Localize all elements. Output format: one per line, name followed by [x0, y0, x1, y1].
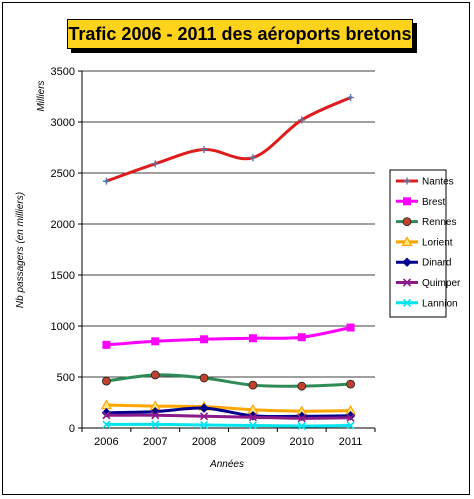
series-line [104, 373, 353, 388]
series-quimper [102, 411, 355, 423]
x-tick-label: 2011 [339, 436, 363, 448]
legend-label: Rennes [422, 217, 456, 228]
data-point [200, 146, 208, 154]
data-point [151, 160, 159, 168]
data-point [151, 420, 160, 429]
y-tick-label: 0 [69, 423, 75, 435]
data-point [102, 340, 111, 349]
y-tick-label: 3500 [51, 66, 75, 78]
data-point [199, 373, 209, 383]
data-point [200, 412, 209, 421]
data-point [102, 376, 111, 386]
legend-label: Lannion [422, 298, 458, 309]
series-lannion [102, 420, 355, 431]
y-tick-label: 2500 [51, 168, 75, 180]
series-rennes [102, 370, 355, 391]
data-point [248, 334, 257, 343]
data-point [151, 337, 160, 346]
legend-marker [402, 217, 412, 227]
legend-marker [401, 236, 413, 246]
y-unit-label: Milliers [36, 80, 47, 111]
data-point [102, 177, 110, 185]
legend-entry: Quimper [396, 278, 461, 289]
data-point [248, 380, 258, 390]
axes: 0 500 1000 1500 2000 2500 3000 3500 2006 2007 2008… [51, 66, 376, 448]
legend-box [389, 169, 447, 318]
series-line [104, 413, 353, 420]
series-brest [102, 323, 355, 349]
data-point [297, 381, 307, 391]
data-point [297, 421, 306, 431]
data-point [297, 414, 306, 423]
legend-entry: Nantes [396, 177, 454, 188]
data-point [347, 94, 355, 102]
legend-marker [403, 177, 411, 185]
series-line [104, 96, 353, 183]
x-axis-title: Années [209, 459, 244, 470]
x-tick-label: 2007 [143, 436, 167, 448]
data-point [200, 335, 209, 344]
grid-lines [82, 70, 375, 378]
legend-label: Dinard [422, 258, 451, 269]
y-tick-label: 500 [57, 372, 75, 384]
data-point [248, 413, 257, 422]
data-point [200, 420, 209, 430]
data-point [102, 420, 111, 429]
data-point [346, 421, 355, 430]
legend-label: Quimper [422, 278, 461, 289]
legend: Nantes Brest Rennes Lorient Dinard Quimper Lan… [389, 169, 461, 318]
legend-marker [403, 197, 411, 206]
data-point [150, 370, 160, 380]
legend-entry: Rennes [396, 217, 456, 228]
x-tick-label: 2010 [290, 436, 314, 448]
data-point [151, 411, 160, 420]
legend-entry: Dinard [396, 257, 451, 269]
legend-label: Lorient [422, 237, 453, 248]
series-line [104, 326, 353, 347]
y-tick-label: 1000 [51, 321, 75, 333]
series-nantes [102, 94, 355, 185]
legend-marker [402, 257, 412, 267]
legend-label: Brest [422, 197, 446, 208]
legend-marker [402, 278, 412, 287]
y-tick-label: 1500 [51, 270, 75, 282]
chart-title: Trafic 2006 - 2011 des aéroports bretons [67, 19, 413, 49]
data-point [346, 323, 355, 332]
series [100, 94, 357, 431]
y-tick-label: 3000 [51, 117, 75, 129]
x-tick-label: 2009 [241, 436, 265, 448]
legend-entry: Lannion [396, 298, 458, 309]
x-tick-label: 2008 [192, 436, 216, 448]
y-tick-label: 2000 [51, 219, 75, 231]
series-line [104, 403, 353, 413]
data-point [346, 413, 355, 422]
legend-entry: Lorient [396, 236, 453, 248]
legend-label: Nantes [422, 177, 454, 188]
data-point [248, 421, 257, 430]
x-tick-label: 2006 [94, 436, 118, 448]
legend-entry: Brest [396, 197, 446, 208]
data-point [346, 379, 355, 389]
data-point [102, 411, 111, 420]
data-point [249, 154, 257, 162]
legend-marker [402, 298, 412, 307]
y-axis-title: Nb passagers (en milliers) [15, 192, 26, 308]
data-point [199, 403, 209, 413]
series-line [104, 422, 353, 428]
data-point [297, 333, 306, 342]
data-point [298, 116, 306, 124]
